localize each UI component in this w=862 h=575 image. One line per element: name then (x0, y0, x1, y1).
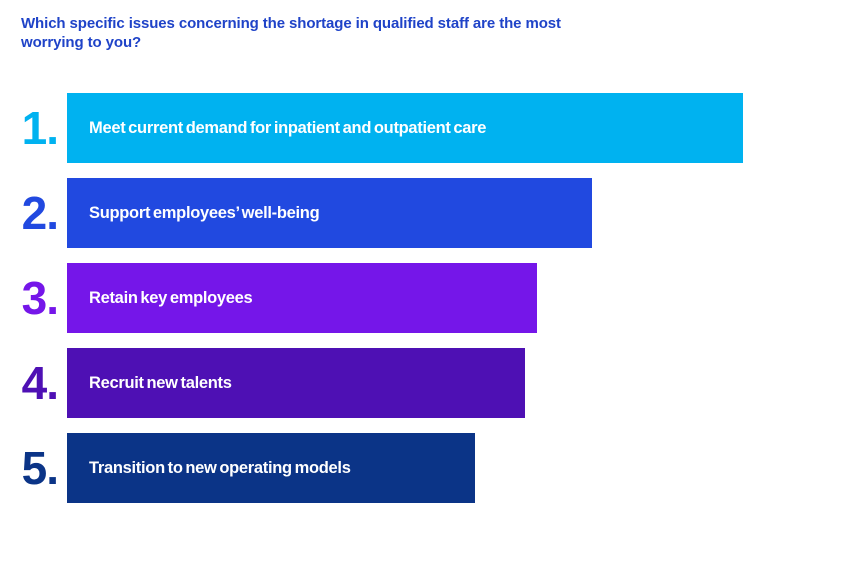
bar: Meet current demand for inpatient and ou… (67, 93, 743, 163)
bar: Retain key employees (67, 263, 537, 333)
chart-row: 2. Support employees’ well-being (0, 178, 592, 248)
rank-number: 3. (21, 272, 59, 324)
chart-row: 3. Retain key employees (0, 263, 537, 333)
bar-label: Recruit new talents (89, 374, 232, 392)
rank-number: 1. (21, 102, 59, 154)
bar-label: Transition to new operating models (89, 459, 351, 477)
rank-number: 2. (21, 187, 59, 239)
bar: Support employees’ well-being (67, 178, 592, 248)
bar-label: Support employees’ well-being (89, 204, 320, 222)
chart-row: 4. Recruit new talents (0, 348, 525, 418)
bar-label: Retain key employees (89, 289, 253, 307)
chart-row: 1. Meet current demand for inpatient and… (0, 93, 743, 163)
question-title: Which specific issues concerning the sho… (21, 15, 561, 51)
bar: Transition to new operating models (67, 433, 475, 503)
chart-row: 5. Transition to new operating models (0, 433, 475, 503)
rank-number: 5. (21, 442, 59, 494)
bar: Recruit new talents (67, 348, 525, 418)
rank-number: 4. (21, 357, 59, 409)
bar-label: Meet current demand for inpatient and ou… (89, 119, 487, 137)
